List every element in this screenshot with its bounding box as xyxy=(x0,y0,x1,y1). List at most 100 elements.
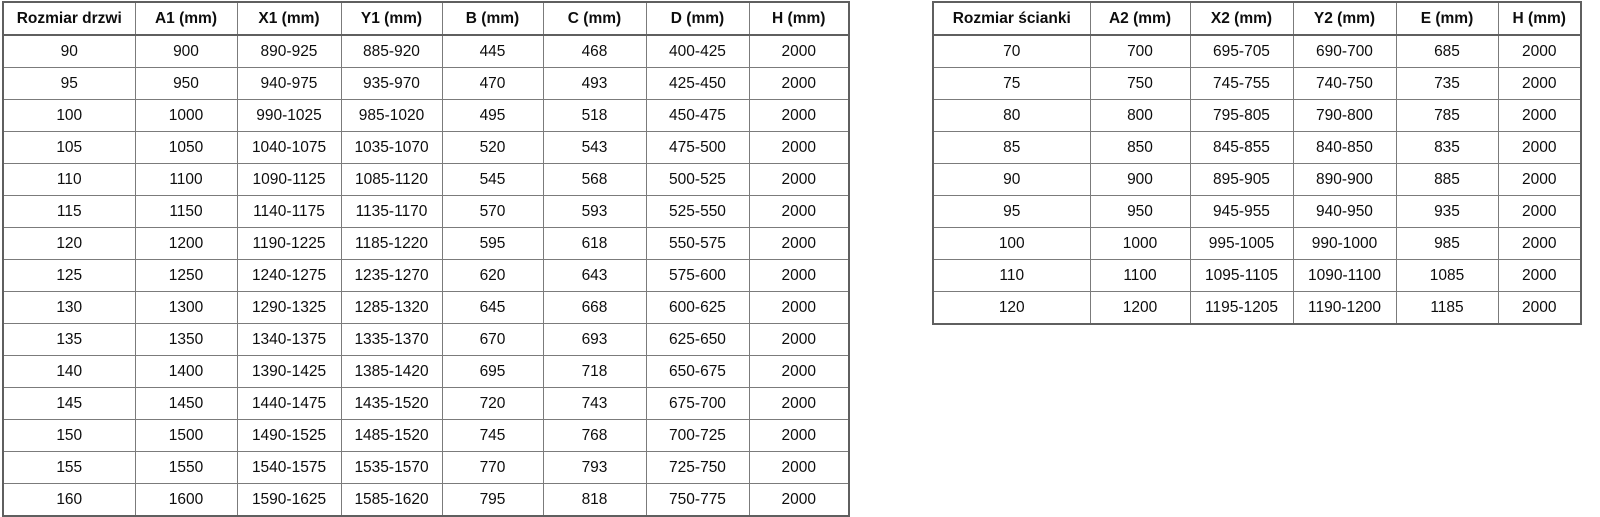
door-cell-r14-c3: 1585-1620 xyxy=(340,483,443,517)
door-cell-r5-c5: 593 xyxy=(542,195,647,228)
wall-cell-r4-c4: 885 xyxy=(1395,163,1499,196)
door-cell-r11-c0: 145 xyxy=(2,387,136,420)
wall-cell-r2-c2: 795-805 xyxy=(1189,99,1294,132)
door-cell-r11-c4: 720 xyxy=(441,387,544,420)
door-cell-r13-c6: 725-750 xyxy=(645,451,750,484)
table-row: 155 1550 1540-1575 1535-1570 770 793 725-750 20… xyxy=(2,451,850,484)
wall-cell-r6-c0: 100 xyxy=(932,227,1091,260)
door-cell-r12-c2: 1490-1525 xyxy=(236,419,342,452)
door-column-header-6: D (mm) xyxy=(645,1,750,36)
door-cell-r11-c5: 743 xyxy=(542,387,647,420)
door-cell-r8-c6: 600-625 xyxy=(645,291,750,324)
wall-cell-r2-c3: 790-800 xyxy=(1292,99,1397,132)
door-cell-r9-c2: 1340-1375 xyxy=(236,323,342,356)
table-row: 95 950 940-975 935-970 470 493 425-450 2000 xyxy=(2,67,850,100)
door-cell-r5-c2: 1140-1175 xyxy=(236,195,342,228)
door-cell-r4-c7: 2000 xyxy=(748,163,850,196)
wall-cell-r7-c1: 1100 xyxy=(1089,259,1191,292)
door-cell-r13-c7: 2000 xyxy=(748,451,850,484)
wall-cell-r7-c4: 1085 xyxy=(1395,259,1499,292)
door-column-header-7: H (mm) xyxy=(748,1,850,36)
door-cell-r6-c3: 1185-1220 xyxy=(340,227,443,260)
door-cell-r2-c2: 990-1025 xyxy=(236,99,342,132)
wall-cell-r4-c3: 890-900 xyxy=(1292,163,1397,196)
door-cell-r3-c5: 543 xyxy=(542,131,647,164)
door-cell-r7-c7: 2000 xyxy=(748,259,850,292)
door-cell-r3-c3: 1035-1070 xyxy=(340,131,443,164)
wall-column-header-5: H (mm) xyxy=(1497,1,1582,36)
table-row: 120 1200 1195-1205 1190-1200 1185 2000 xyxy=(932,291,1582,325)
door-cell-r9-c7: 2000 xyxy=(748,323,850,356)
door-cell-r11-c7: 2000 xyxy=(748,387,850,420)
wall-cell-r5-c1: 950 xyxy=(1089,195,1191,228)
wall-cell-r8-c5: 2000 xyxy=(1497,291,1582,325)
door-cell-r2-c7: 2000 xyxy=(748,99,850,132)
wall-cell-r6-c1: 1000 xyxy=(1089,227,1191,260)
door-cell-r3-c0: 105 xyxy=(2,131,136,164)
wall-cell-r8-c4: 1185 xyxy=(1395,291,1499,325)
door-cell-r3-c2: 1040-1075 xyxy=(236,131,342,164)
door-cell-r9-c3: 1335-1370 xyxy=(340,323,443,356)
door-cell-r13-c2: 1540-1575 xyxy=(236,451,342,484)
door-cell-r9-c5: 693 xyxy=(542,323,647,356)
door-column-header-1: A1 (mm) xyxy=(134,1,238,36)
door-cell-r1-c2: 940-975 xyxy=(236,67,342,100)
door-cell-r7-c5: 643 xyxy=(542,259,647,292)
wall-cell-r1-c1: 750 xyxy=(1089,67,1191,100)
door-cell-r8-c0: 130 xyxy=(2,291,136,324)
door-column-header-5: C (mm) xyxy=(542,1,647,36)
door-cell-r8-c4: 645 xyxy=(441,291,544,324)
table-row: 110 1100 1090-1125 1085-1120 545 568 500-525 20… xyxy=(2,163,850,196)
table-row: 140 1400 1390-1425 1385-1420 695 718 650-675 20… xyxy=(2,355,850,388)
door-cell-r1-c6: 425-450 xyxy=(645,67,750,100)
door-column-header-0: Rozmiar drzwi xyxy=(2,1,136,36)
door-cell-r0-c5: 468 xyxy=(542,34,647,68)
wall-cell-r0-c3: 690-700 xyxy=(1292,34,1397,68)
wall-cell-r3-c3: 840-850 xyxy=(1292,131,1397,164)
wall-column-header-2: X2 (mm) xyxy=(1189,1,1294,36)
door-cell-r10-c3: 1385-1420 xyxy=(340,355,443,388)
wall-cell-r5-c2: 945-955 xyxy=(1189,195,1294,228)
wall-cell-r8-c0: 120 xyxy=(932,291,1091,325)
door-cell-r6-c2: 1190-1225 xyxy=(236,227,342,260)
wall-column-header-0: Rozmiar ścianki xyxy=(932,1,1091,36)
table-row: 100 1000 995-1005 990-1000 985 2000 xyxy=(932,227,1582,260)
door-cell-r2-c0: 100 xyxy=(2,99,136,132)
table-row: 160 1600 1590-1625 1585-1620 795 818 750-775 20… xyxy=(2,483,850,517)
door-cell-r0-c2: 890-925 xyxy=(236,34,342,68)
table-row: 70 700 695-705 690-700 685 2000 xyxy=(932,34,1582,68)
table-header-row: Rozmiar ścianki A2 (mm) X2 (mm) Y2 (mm) E (m… xyxy=(932,1,1582,36)
door-cell-r14-c5: 818 xyxy=(542,483,647,517)
wall-cell-r1-c2: 745-755 xyxy=(1189,67,1294,100)
wall-cell-r2-c0: 80 xyxy=(932,99,1091,132)
wall-cell-r7-c0: 110 xyxy=(932,259,1091,292)
door-cell-r13-c1: 1550 xyxy=(134,451,238,484)
wall-cell-r1-c4: 735 xyxy=(1395,67,1499,100)
door-cell-r6-c7: 2000 xyxy=(748,227,850,260)
door-cell-r4-c6: 500-525 xyxy=(645,163,750,196)
door-cell-r4-c5: 568 xyxy=(542,163,647,196)
wall-cell-r5-c0: 95 xyxy=(932,195,1091,228)
door-cell-r1-c5: 493 xyxy=(542,67,647,100)
door-cell-r10-c2: 1390-1425 xyxy=(236,355,342,388)
door-cell-r2-c4: 495 xyxy=(441,99,544,132)
table-row: 150 1500 1490-1525 1485-1520 745 768 700-725 20… xyxy=(2,419,850,452)
door-cell-r1-c1: 950 xyxy=(134,67,238,100)
door-cell-r12-c1: 1500 xyxy=(134,419,238,452)
door-cell-r11-c3: 1435-1520 xyxy=(340,387,443,420)
door-cell-r2-c1: 1000 xyxy=(134,99,238,132)
door-cell-r5-c6: 525-550 xyxy=(645,195,750,228)
door-cell-r8-c1: 1300 xyxy=(134,291,238,324)
wall-cell-r3-c2: 845-855 xyxy=(1189,131,1294,164)
door-cell-r8-c7: 2000 xyxy=(748,291,850,324)
door-cell-r11-c2: 1440-1475 xyxy=(236,387,342,420)
door-column-header-3: Y1 (mm) xyxy=(340,1,443,36)
door-column-header-4: B (mm) xyxy=(441,1,544,36)
door-cell-r6-c1: 1200 xyxy=(134,227,238,260)
door-cell-r4-c2: 1090-1125 xyxy=(236,163,342,196)
door-cell-r4-c0: 110 xyxy=(2,163,136,196)
door-cell-r13-c3: 1535-1570 xyxy=(340,451,443,484)
door-cell-r6-c0: 120 xyxy=(2,227,136,260)
door-cell-r5-c1: 1150 xyxy=(134,195,238,228)
